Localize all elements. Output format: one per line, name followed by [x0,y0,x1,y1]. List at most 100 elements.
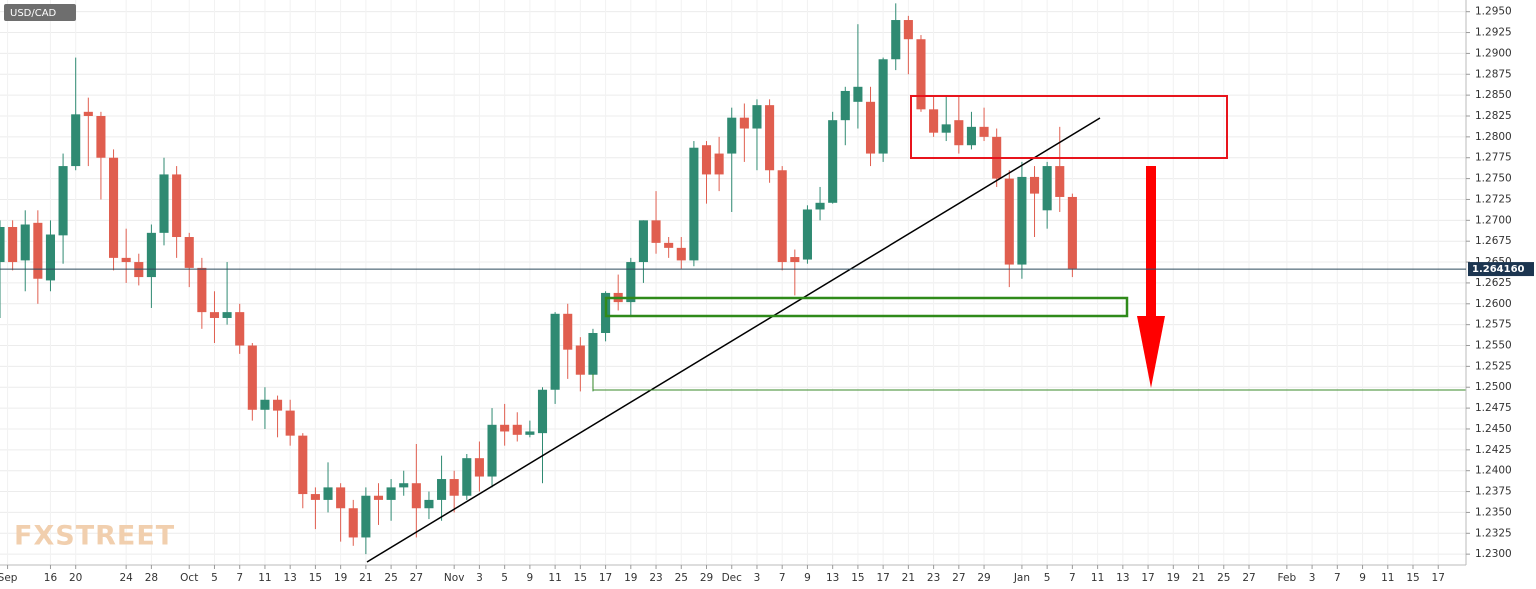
x-tick-label: 27 [410,572,423,584]
candle-body [222,312,232,318]
x-tick-label: 15 [309,572,322,584]
x-tick-label: 21 [902,572,915,584]
y-tick-label: 1.2675 [1475,235,1512,247]
x-tick-label: 16 [44,572,58,584]
candle-body [739,117,749,129]
candle-body [209,312,220,318]
candle-body [941,124,951,133]
candle-body [146,232,156,278]
x-tick-label: 19 [624,572,637,584]
candle-body [235,312,245,346]
candle-body [1055,166,1065,197]
x-tick-label: 13 [826,572,839,584]
x-tick-label: Nov [444,572,465,584]
y-tick-label: 1.2725 [1475,193,1512,205]
x-tick-label: 28 [145,572,158,584]
candle-body [865,101,876,154]
x-tick-label: 5 [1044,572,1051,584]
candle-body [840,90,850,121]
axes: 1.2300 1.2325 1.2350 1.2375 1.2400 1.2425 1.24… [0,6,1534,584]
x-tick-label: 11 [1091,572,1104,584]
symbol-box [4,4,76,21]
x-tick-label: Feb [1278,572,1297,584]
candle-body [348,508,358,538]
candle-body [676,247,686,261]
y-tick-label: 1.2425 [1475,444,1512,456]
resistance-box [910,95,1228,159]
x-tick-label: 25 [1217,572,1230,584]
x-tick-label: 25 [675,572,688,584]
x-tick-label: Sep [0,572,18,584]
candle-body [777,170,787,263]
x-tick-label: 17 [876,572,889,584]
candle-body [45,234,56,281]
y-tick-label: 1.2750 [1475,173,1512,185]
x-tick-label: 7 [1334,572,1341,584]
candle-body [588,332,598,375]
x-tick-label: 9 [804,572,811,584]
y-tick-label: 1.2350 [1475,506,1512,518]
candle-body [954,120,964,146]
y-tick-label: 1.2875 [1475,68,1512,80]
candle-body [83,111,93,117]
x-tick-label: 9 [1359,572,1366,584]
x-tick-label: 11 [258,572,271,584]
candle-body [424,499,434,509]
arrow-shaft [1146,166,1156,316]
y-tick-label: 1.2900 [1475,47,1512,59]
x-tick-label: 27 [1242,572,1255,584]
candle-body [121,257,131,263]
candle-body [197,267,207,313]
x-tick-label: 7 [1069,572,1076,584]
y-tick-label: 1.2800 [1475,131,1512,143]
x-tick-label: 11 [548,572,561,584]
candle-body [500,424,510,432]
y-tick-label: 1.2300 [1475,548,1512,560]
candle-body [929,109,939,133]
candle-body [247,345,257,410]
y-tick-label: 1.2400 [1475,465,1512,477]
x-tick-label: 3 [754,572,761,584]
watermark: FXSTREET [14,521,175,552]
candle-body [828,120,838,203]
last-price-box [1468,262,1534,277]
x-tick-label: 5 [501,572,508,584]
x-tick-label: 29 [977,572,990,584]
candle-body [310,494,320,500]
candle-body [815,202,825,210]
candle-body [1029,176,1040,194]
candle-body [336,487,346,509]
candle-body [563,313,573,350]
x-tick-label: 24 [119,572,133,584]
x-tick-label: 7 [236,572,243,584]
y-tick-label: 1.2325 [1475,527,1512,539]
y-tick-label: 1.2950 [1475,6,1512,18]
x-tick-label: 25 [384,572,397,584]
y-tick-label: 1.2450 [1475,423,1512,435]
x-tick-label: 20 [69,572,82,584]
candle-body [373,495,384,500]
x-tick-label: 27 [952,572,965,584]
candle-body [58,166,68,236]
candle-body [638,220,648,263]
candle-body [727,117,737,154]
candle-body [979,126,989,137]
candle-body [1017,176,1027,265]
candle-body [96,116,106,158]
y-tick-label: 1.2925 [1475,27,1512,39]
candle-body [386,487,396,500]
support-box [604,296,1129,318]
x-tick-label: 15 [574,572,587,584]
candle-body [701,145,712,175]
x-tick-label: 17 [599,572,612,584]
candle-body [853,86,863,102]
candle-body [878,59,888,154]
candle-body [184,237,194,268]
candle-body [285,410,295,436]
candle-body [159,174,169,233]
x-tick-label: 17 [1432,572,1445,584]
x-tick-label: Dec [722,572,743,584]
candle-body [71,114,81,167]
candle-body [172,174,182,238]
